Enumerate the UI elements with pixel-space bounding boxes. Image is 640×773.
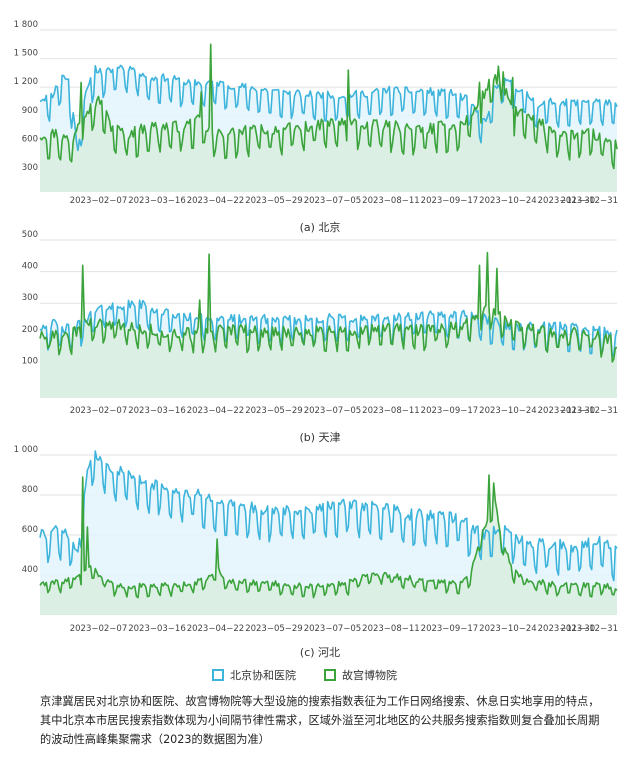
x-tick-label: 2023−02−07 — [70, 624, 128, 634]
y-tick-label: 100 — [22, 356, 38, 366]
legend-item-series-b[interactable]: 故宫博物院 — [324, 667, 397, 683]
series-a-line[interactable] — [39, 64, 618, 152]
x-tick-label: 2023−10−24 — [479, 196, 537, 206]
y-tick-label: 1 500 — [14, 49, 38, 59]
legend-swatch-blue — [212, 669, 224, 681]
y-tick-label: 800 — [22, 485, 38, 495]
x-tick-label: 2023−09−17 — [421, 196, 479, 206]
y-tick-label: 400 — [22, 565, 38, 575]
y-tick-label: 600 — [22, 134, 38, 144]
series-a-line[interactable] — [39, 450, 618, 582]
caption-c: (c) 河北 — [300, 646, 340, 659]
x-tick-label: 2023−10−24 — [479, 406, 537, 416]
y-tick-label: 600 — [22, 525, 38, 535]
x-tick-label: 2023−08−11 — [362, 406, 420, 416]
series-b-line[interactable] — [39, 43, 618, 170]
y-tick-label: 300 — [22, 293, 38, 303]
x-tick-label: 2023−12−31 — [560, 196, 618, 206]
y-tick-label: 300 — [22, 163, 38, 173]
caption-a: (a) 北京 — [300, 220, 341, 234]
x-tick-label: 2023−03−16 — [128, 196, 186, 206]
x-tick-label: 2023−07−05 — [304, 406, 362, 416]
x-tick-label: 2023−03−16 — [128, 406, 186, 416]
series-b-line[interactable] — [39, 251, 617, 363]
x-tick-label: 2023−07−05 — [304, 624, 362, 634]
series-a-line[interactable] — [39, 299, 618, 358]
y-tick-label: 200 — [22, 325, 38, 335]
figure-note: 京津冀居民对北京协和医院、故宫博物院等大型设施的搜索指数表征为工作日网络搜索、休… — [40, 695, 600, 746]
x-tick-label: 2023−09−17 — [421, 624, 479, 634]
x-tick-label: 2023−05−29 — [245, 624, 303, 634]
x-tick-label: 2023−03−16 — [128, 624, 186, 634]
x-tick-label: 2023−11−30 — [538, 624, 596, 634]
x-tick-label: 2023−05−29 — [245, 406, 303, 416]
x-tick-label: 2023−08−11 — [362, 624, 420, 634]
x-tick-label: 2023−10−24 — [479, 624, 537, 634]
x-tick-label: 2023−11−30 — [538, 406, 596, 416]
x-tick-label: 2023−08−11 — [362, 196, 420, 206]
legend: 北京协和医院 故宫博物院 — [212, 667, 397, 683]
x-tick-label: 2023−02−07 — [70, 406, 128, 416]
legend-swatch-green — [324, 669, 336, 681]
x-tick-label: 2023−07−05 — [304, 196, 362, 206]
legend-label-series-a: 北京协和医院 — [230, 669, 296, 682]
x-tick-label: 2023−04−22 — [187, 406, 245, 416]
y-tick-label: 500 — [22, 230, 38, 240]
x-tick-label: 2023−12−31 — [560, 624, 618, 634]
x-tick-label: 2023−12−31 — [560, 406, 618, 416]
legend-item-series-a[interactable]: 北京协和医院 — [212, 667, 296, 683]
y-tick-label: 1 200 — [14, 77, 38, 87]
x-tick-label: 2023−11−30 — [538, 196, 596, 206]
x-tick-label: 2023−05−29 — [245, 196, 303, 206]
x-tick-label: 2023−02−07 — [70, 196, 128, 206]
caption-b: (b) 天津 — [299, 431, 340, 444]
x-tick-label: 2023−04−22 — [187, 196, 245, 206]
y-tick-label: 900 — [22, 106, 38, 116]
x-tick-label: 2023−04−22 — [187, 624, 245, 634]
x-tick-label: 2023−09−17 — [421, 406, 479, 416]
legend-label-series-b: 故宫博物院 — [342, 669, 397, 682]
series-b-area — [40, 44, 617, 192]
series-b-area — [40, 475, 617, 615]
series-b-line[interactable] — [39, 474, 618, 599]
y-tick-label: 1 000 — [14, 445, 38, 455]
y-tick-label: 400 — [22, 262, 38, 272]
y-tick-label: 1 800 — [14, 20, 38, 30]
series-b-area — [40, 252, 617, 398]
